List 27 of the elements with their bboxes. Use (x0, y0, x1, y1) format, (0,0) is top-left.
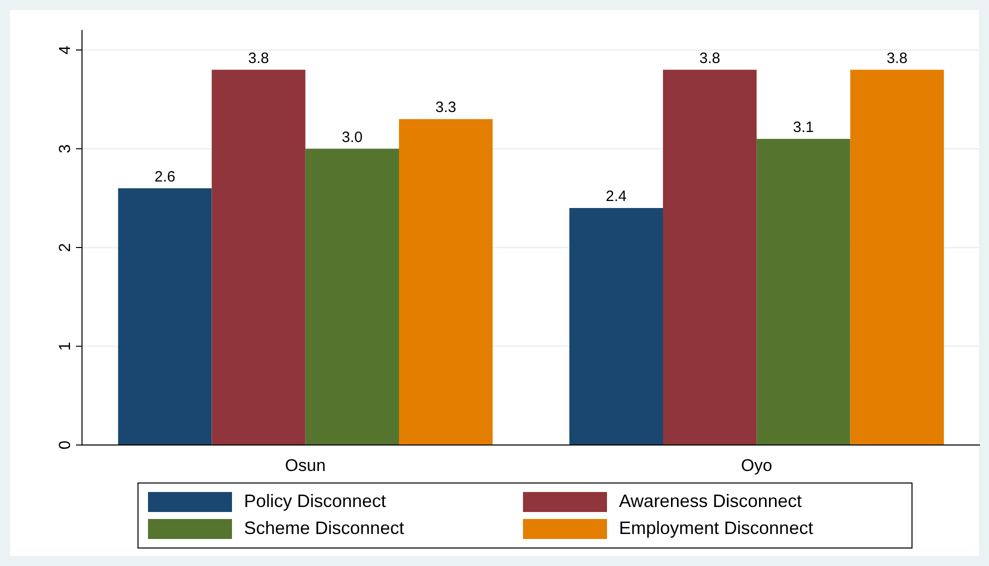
data-label: 3.8 (699, 50, 720, 67)
legend-label: Policy Disconnect (244, 491, 386, 511)
bar (399, 119, 493, 445)
bar (850, 70, 944, 445)
y-tick-label: 1 (57, 342, 74, 351)
data-label: 2.4 (606, 188, 627, 205)
x-tick-label: Osun (285, 456, 326, 475)
bar (662, 70, 757, 445)
data-label: 3.3 (435, 99, 456, 116)
legend-label: Awareness Disconnect (619, 491, 802, 511)
data-label: 3.1 (793, 118, 814, 136)
bar (756, 138, 850, 445)
data-label: 2.6 (154, 168, 176, 186)
legend-label: Scheme Disconnect (244, 518, 404, 538)
y-tick-label: 3 (57, 144, 74, 154)
x-tick-label: Oyo (741, 456, 772, 475)
bar (305, 148, 400, 445)
y-tick-label: 2 (57, 242, 74, 252)
data-label: 3.0 (342, 128, 363, 146)
y-tick-label: 4 (57, 45, 74, 54)
data-label: 3.8 (248, 50, 269, 67)
y-tick-label: 0 (57, 440, 74, 450)
bar (569, 208, 663, 445)
data-label: 3.8 (886, 50, 908, 67)
legend-label: Employment Disconnect (619, 518, 814, 538)
bar (118, 188, 212, 445)
bar (212, 70, 306, 445)
